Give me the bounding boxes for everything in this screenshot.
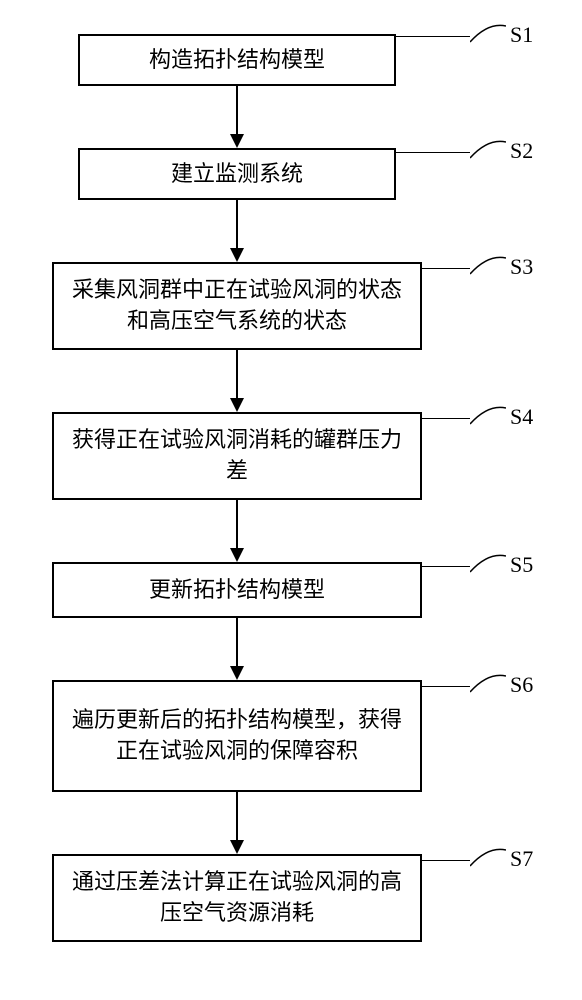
arrow-head-icon <box>230 840 244 854</box>
flow-arrow <box>236 500 238 550</box>
step-label-s2: S2 <box>510 138 533 164</box>
step-label-s5: S5 <box>510 552 533 578</box>
label-curve <box>470 404 506 426</box>
flow-arrow <box>236 792 238 842</box>
flow-arrow <box>236 618 238 668</box>
flow-node-s4: 获得正在试验风洞消耗的罐群压力差 <box>52 412 422 500</box>
flow-arrow <box>236 350 238 400</box>
flow-node-text: 遍历更新后的拓扑结构模型，获得正在试验风洞的保障容积 <box>66 705 408 767</box>
flow-node-text: 建立监测系统 <box>171 159 303 190</box>
label-connector <box>396 36 470 37</box>
step-label-s1: S1 <box>510 22 533 48</box>
label-connector <box>422 860 470 861</box>
flow-node-s2: 建立监测系统 <box>78 148 396 200</box>
label-curve <box>470 254 506 276</box>
label-connector <box>396 152 470 153</box>
flow-arrow <box>236 86 238 136</box>
label-curve <box>470 552 506 574</box>
flowchart-canvas: 构造拓扑结构模型 S1 建立监测系统 S2 采集风洞群中正在试验风洞的状态和高压空气系统… <box>0 0 582 1000</box>
label-curve <box>470 672 506 694</box>
step-label-s6: S6 <box>510 672 533 698</box>
flow-node-text: 获得正在试验风洞消耗的罐群压力差 <box>66 425 408 487</box>
flow-node-text: 通过压差法计算正在试验风洞的高压空气资源消耗 <box>66 867 408 929</box>
label-connector <box>422 686 470 687</box>
arrow-head-icon <box>230 666 244 680</box>
arrow-head-icon <box>230 398 244 412</box>
flow-node-text: 采集风洞群中正在试验风洞的状态和高压空气系统的状态 <box>66 275 408 337</box>
arrow-head-icon <box>230 548 244 562</box>
label-connector <box>422 418 470 419</box>
label-connector <box>422 268 470 269</box>
label-curve <box>470 138 506 160</box>
label-curve <box>470 846 506 868</box>
flow-node-s5: 更新拓扑结构模型 <box>52 562 422 618</box>
flow-arrow <box>236 200 238 250</box>
label-curve <box>470 22 506 44</box>
step-label-s7: S7 <box>510 846 533 872</box>
step-label-s4: S4 <box>510 404 533 430</box>
flow-node-s7: 通过压差法计算正在试验风洞的高压空气资源消耗 <box>52 854 422 942</box>
arrow-head-icon <box>230 134 244 148</box>
flow-node-s6: 遍历更新后的拓扑结构模型，获得正在试验风洞的保障容积 <box>52 680 422 792</box>
step-label-s3: S3 <box>510 254 533 280</box>
flow-node-text: 构造拓扑结构模型 <box>149 45 325 76</box>
flow-node-text: 更新拓扑结构模型 <box>149 575 325 606</box>
label-connector <box>422 566 470 567</box>
flow-node-s1: 构造拓扑结构模型 <box>78 34 396 86</box>
arrow-head-icon <box>230 248 244 262</box>
flow-node-s3: 采集风洞群中正在试验风洞的状态和高压空气系统的状态 <box>52 262 422 350</box>
